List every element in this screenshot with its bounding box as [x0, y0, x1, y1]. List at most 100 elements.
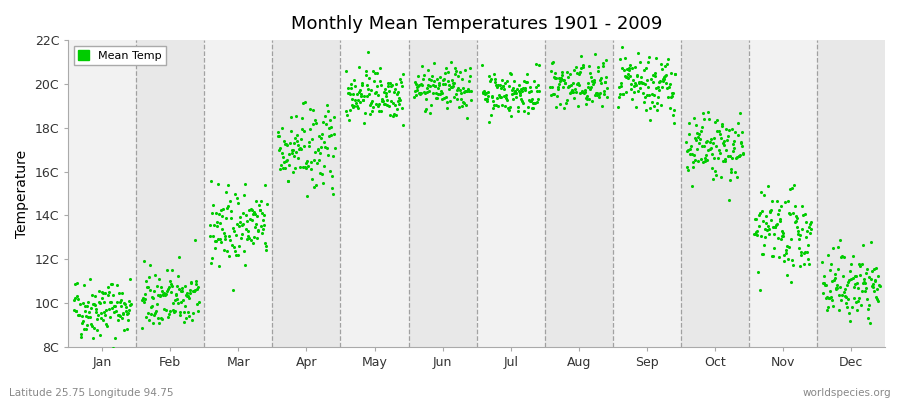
- Point: [515, 87, 529, 94]
- Point: [383, 82, 398, 89]
- Point: [392, 94, 407, 101]
- Point: [422, 76, 436, 82]
- Point: [652, 84, 666, 90]
- Point: [248, 221, 263, 227]
- Point: [274, 161, 288, 168]
- Point: [238, 181, 252, 188]
- Point: [864, 239, 878, 245]
- Point: [551, 84, 565, 90]
- Point: [225, 242, 239, 248]
- Point: [115, 315, 130, 322]
- Point: [627, 63, 642, 70]
- Point: [149, 300, 164, 307]
- Point: [663, 93, 678, 100]
- Point: [123, 302, 138, 308]
- Point: [418, 96, 433, 102]
- Point: [872, 282, 886, 289]
- Point: [73, 301, 87, 307]
- Point: [248, 224, 263, 230]
- Point: [734, 128, 749, 135]
- Point: [385, 82, 400, 88]
- Point: [650, 99, 664, 106]
- Point: [151, 276, 166, 282]
- Point: [778, 258, 792, 265]
- Text: worldspecies.org: worldspecies.org: [803, 388, 891, 398]
- Point: [771, 211, 786, 217]
- Point: [570, 69, 584, 76]
- Point: [105, 280, 120, 287]
- Point: [376, 97, 391, 104]
- Point: [637, 99, 652, 105]
- Point: [463, 73, 477, 79]
- Point: [278, 141, 293, 148]
- Point: [491, 103, 505, 109]
- Point: [424, 77, 438, 83]
- Point: [544, 84, 559, 90]
- Point: [699, 139, 714, 146]
- Point: [77, 308, 92, 314]
- Point: [141, 274, 156, 280]
- Point: [307, 157, 321, 163]
- Point: [391, 98, 405, 104]
- Point: [325, 185, 339, 192]
- Point: [722, 126, 736, 133]
- Point: [322, 116, 337, 123]
- Point: [489, 82, 503, 88]
- Point: [790, 228, 805, 234]
- Point: [168, 290, 183, 297]
- Point: [364, 100, 379, 106]
- Point: [870, 296, 885, 302]
- Point: [100, 323, 114, 329]
- Point: [312, 170, 327, 176]
- Point: [212, 181, 226, 187]
- Point: [408, 79, 422, 85]
- Point: [248, 208, 262, 215]
- Point: [81, 314, 95, 320]
- Point: [697, 116, 711, 122]
- Point: [791, 231, 806, 238]
- Point: [822, 295, 836, 301]
- Point: [311, 156, 326, 163]
- Point: [782, 243, 796, 250]
- Point: [428, 83, 442, 90]
- Point: [483, 76, 498, 82]
- Point: [630, 73, 644, 80]
- Point: [863, 320, 878, 326]
- Point: [151, 292, 166, 298]
- Point: [586, 81, 600, 87]
- Point: [634, 84, 648, 91]
- Point: [574, 53, 589, 59]
- Point: [547, 90, 562, 97]
- Point: [619, 88, 634, 95]
- Point: [230, 252, 245, 258]
- Point: [171, 300, 185, 306]
- Point: [138, 291, 152, 297]
- Point: [589, 91, 603, 98]
- Point: [356, 96, 370, 103]
- Point: [552, 81, 566, 87]
- Point: [756, 218, 770, 224]
- Point: [842, 310, 856, 316]
- Point: [75, 320, 89, 326]
- Point: [597, 91, 611, 97]
- Point: [206, 232, 220, 239]
- Point: [252, 202, 266, 208]
- Point: [567, 95, 581, 101]
- Point: [833, 296, 848, 303]
- Point: [592, 94, 607, 100]
- Point: [554, 76, 569, 82]
- Point: [713, 131, 727, 138]
- Point: [778, 246, 793, 253]
- Point: [564, 89, 579, 95]
- Point: [762, 226, 777, 232]
- Point: [788, 219, 802, 225]
- Point: [768, 223, 782, 230]
- Point: [212, 220, 227, 226]
- Point: [484, 112, 499, 119]
- Point: [711, 154, 725, 161]
- Point: [585, 98, 599, 104]
- Point: [280, 142, 294, 148]
- Point: [643, 54, 657, 60]
- Point: [802, 261, 816, 268]
- Point: [797, 211, 812, 218]
